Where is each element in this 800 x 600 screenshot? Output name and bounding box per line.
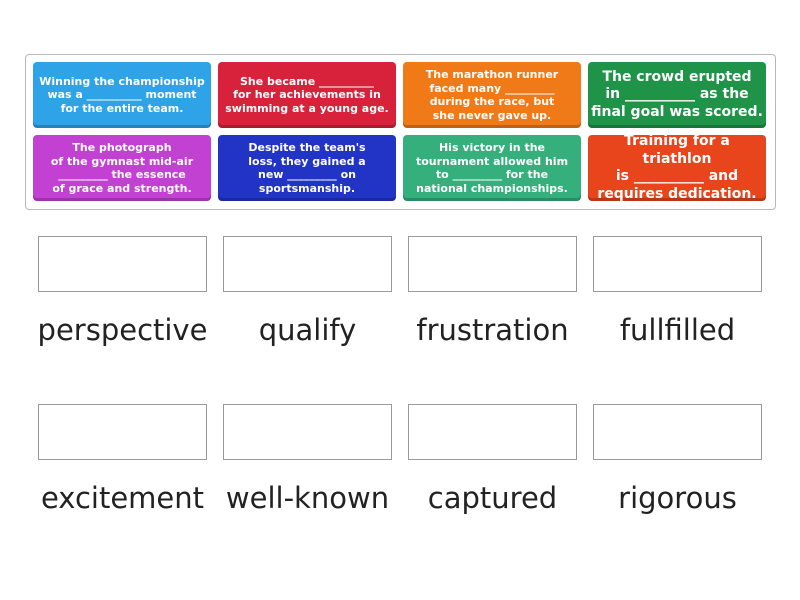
drop-zone[interactable] <box>593 236 762 292</box>
word-label: qualify <box>258 313 357 347</box>
drop-zone[interactable] <box>408 236 577 292</box>
word-label: perspective <box>37 313 208 347</box>
draggable-sentence-card[interactable]: His victory in the tournament allowed hi… <box>403 135 581 201</box>
drop-zone[interactable] <box>38 236 207 292</box>
drop-zone[interactable] <box>223 236 392 292</box>
draggable-sentence-card[interactable]: Training for a triathlon is __________ a… <box>588 133 766 202</box>
drop-zone[interactable] <box>408 404 577 460</box>
drop-zone[interactable] <box>223 404 392 460</box>
word-label: well-known <box>225 481 390 515</box>
draggable-sentence-card[interactable]: The marathon runner faced many _________… <box>403 62 581 128</box>
draggable-sentence-card[interactable]: She became __________ for her achievemen… <box>218 62 396 128</box>
drop-zone[interactable] <box>38 404 207 460</box>
draggable-sentence-card[interactable]: Winning the championship was a _________… <box>33 62 211 128</box>
draggable-sentence-card[interactable]: The crowd erupted in __________ as the f… <box>588 62 766 128</box>
draggable-sentence-card[interactable]: The photograph of the gymnast mid-air __… <box>33 135 211 201</box>
drop-zone[interactable] <box>593 404 762 460</box>
word-label: fullfilled <box>619 313 736 347</box>
word-label: captured <box>427 481 558 515</box>
draggable-sentence-card[interactable]: Despite the team's loss, they gained a n… <box>218 135 396 201</box>
word-label: excitement <box>40 481 205 515</box>
word-label: frustration <box>416 313 569 347</box>
word-label: rigorous <box>618 481 737 515</box>
